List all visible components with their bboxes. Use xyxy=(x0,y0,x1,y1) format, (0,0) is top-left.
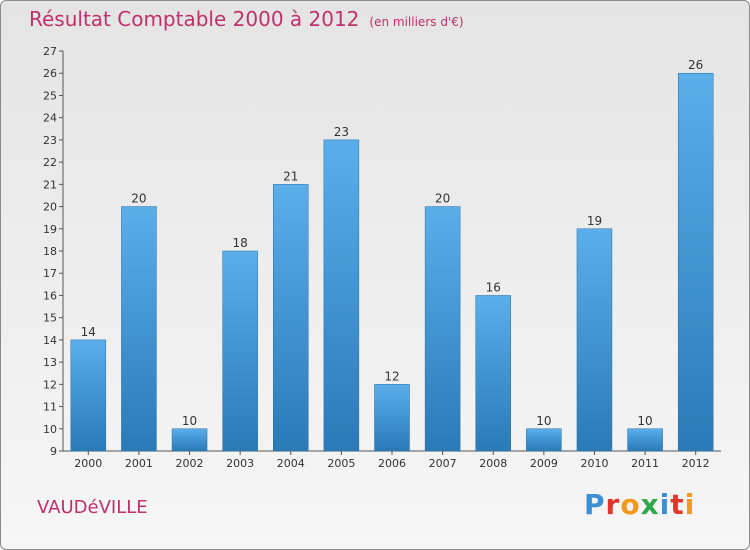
logo-letter: P xyxy=(584,488,606,521)
bar xyxy=(424,206,461,452)
y-tick-label: 13 xyxy=(43,356,57,369)
y-tick-label: 16 xyxy=(43,289,57,302)
bar xyxy=(627,428,663,452)
y-tick-label: 26 xyxy=(43,67,57,80)
bar-value-label: 10 xyxy=(637,414,652,428)
bar-value-label: 10 xyxy=(536,414,551,428)
y-tick-label: 18 xyxy=(43,245,57,258)
logo-letter: t xyxy=(670,488,685,521)
bar-value-label: 26 xyxy=(688,58,703,72)
y-tick-label: 14 xyxy=(43,334,57,347)
bar xyxy=(526,428,562,452)
x-tick-label: 2009 xyxy=(530,457,558,470)
x-tick-label: 2001 xyxy=(125,457,153,470)
chart-subtitle: (en milliers d'€) xyxy=(369,15,464,29)
x-tick-label: 2004 xyxy=(277,457,305,470)
x-tick-label: 2003 xyxy=(226,457,254,470)
bar xyxy=(323,139,360,452)
y-tick-label: 21 xyxy=(43,178,57,191)
logo-letter: i xyxy=(659,488,671,521)
y-tick-label: 10 xyxy=(43,423,57,436)
y-tick-label: 22 xyxy=(43,156,57,169)
logo-letter: r xyxy=(605,488,621,521)
x-tick-label: 2002 xyxy=(176,457,204,470)
y-tick-label: 25 xyxy=(43,89,57,102)
y-tick-label: 23 xyxy=(43,134,57,147)
bar xyxy=(121,206,157,452)
logo-letter: o xyxy=(620,488,641,521)
bar xyxy=(70,339,107,452)
bar xyxy=(475,295,511,452)
bar xyxy=(576,228,613,452)
x-tick-label: 2008 xyxy=(479,457,507,470)
chart-title: Résultat Comptable 2000 à 2012 (en millie… xyxy=(29,7,464,31)
bar-value-label: 10 xyxy=(182,414,197,428)
chart-title-text: Résultat Comptable 2000 à 2012 xyxy=(29,7,360,31)
logo-letter: i xyxy=(684,488,696,521)
bar-value-label: 18 xyxy=(233,236,248,250)
bar-value-label: 21 xyxy=(283,169,298,183)
y-tick-label: 27 xyxy=(43,45,57,58)
x-tick-label: 2006 xyxy=(378,457,406,470)
y-tick-label: 19 xyxy=(43,223,57,236)
logo-letter: x xyxy=(640,488,660,521)
bar xyxy=(677,72,714,452)
y-tick-label: 9 xyxy=(50,445,57,458)
bar-value-label: 20 xyxy=(435,192,450,206)
bar xyxy=(171,428,208,452)
y-tick-label: 11 xyxy=(43,401,57,414)
bar-value-label: 14 xyxy=(81,325,96,339)
y-tick-label: 15 xyxy=(43,312,57,325)
bar xyxy=(222,250,258,452)
x-tick-label: 2000 xyxy=(74,457,102,470)
x-tick-label: 2012 xyxy=(682,457,710,470)
bar xyxy=(273,184,309,452)
x-tick-label: 2010 xyxy=(580,457,608,470)
bar-value-label: 20 xyxy=(131,192,146,206)
y-tick-label: 24 xyxy=(43,112,57,125)
x-tick-label: 2007 xyxy=(429,457,457,470)
proxiti-logo: Proxiti xyxy=(584,488,695,521)
bar-value-label: 23 xyxy=(334,125,349,139)
bar-value-label: 16 xyxy=(486,280,501,294)
y-tick-label: 12 xyxy=(43,378,57,391)
town-name: VAUDéVILLE xyxy=(37,497,148,518)
y-tick-label: 17 xyxy=(43,267,57,280)
bar-value-label: 19 xyxy=(587,214,602,228)
bar-value-label: 12 xyxy=(384,369,399,383)
y-tick-label: 20 xyxy=(43,201,57,214)
x-tick-label: 2005 xyxy=(327,457,355,470)
x-tick-label: 2011 xyxy=(631,457,659,470)
bar xyxy=(374,384,410,452)
